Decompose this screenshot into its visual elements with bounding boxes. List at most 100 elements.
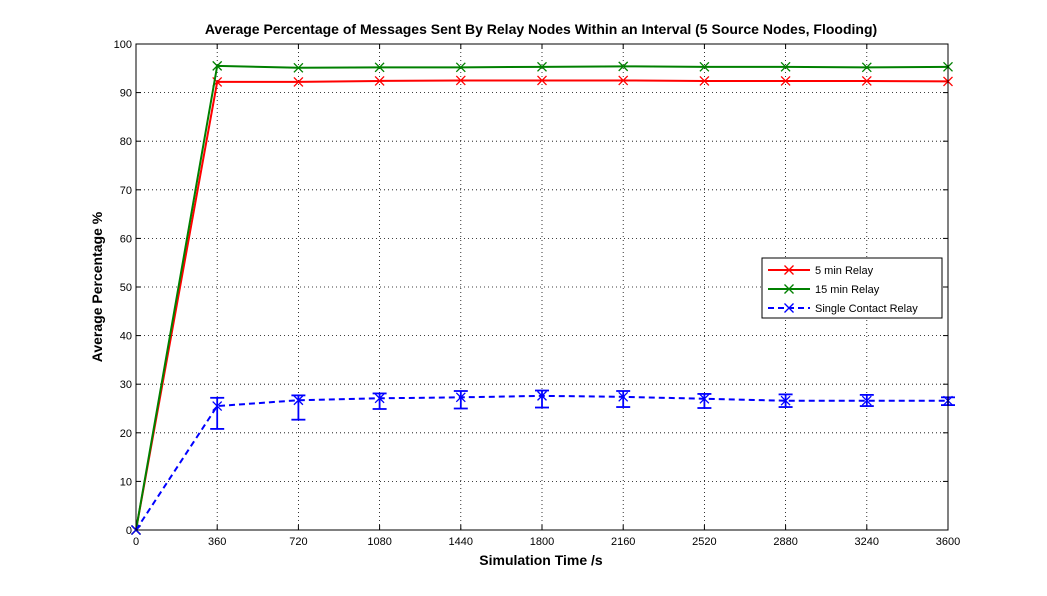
data-point — [780, 75, 791, 86]
x-tick-label: 2160 — [611, 536, 635, 548]
data-point — [455, 75, 466, 86]
data-point — [374, 393, 385, 404]
x-tick-label: 3600 — [936, 536, 960, 548]
legend: 5 min Relay 15 min Relay Single Contact Re… — [761, 257, 943, 319]
data-point — [699, 75, 710, 86]
legend-label: 5 min Relay — [815, 265, 874, 277]
y-tick-label: 50 — [120, 282, 132, 294]
marker-stroke — [618, 391, 629, 402]
legend-entry: 15 min Relay — [768, 284, 880, 296]
data-point — [537, 61, 547, 72]
error-bar — [697, 393, 712, 409]
series-layer — [131, 60, 955, 535]
marker-stroke — [293, 76, 304, 87]
marker-stroke — [537, 390, 547, 401]
legend-entry: 5 min Relay — [768, 265, 874, 277]
marker-stroke — [780, 75, 791, 86]
marker-stroke — [784, 303, 794, 313]
data-point — [618, 75, 629, 86]
x-tick-label: 2520 — [692, 536, 716, 548]
data-point — [374, 75, 385, 86]
x-tick-label: 1080 — [367, 536, 391, 548]
marker-stroke — [537, 61, 547, 72]
data-point — [293, 62, 304, 73]
data-point — [861, 395, 872, 406]
legend-entry: Single Contact Relay — [768, 303, 918, 315]
data-point — [699, 61, 710, 72]
marker-stroke — [537, 75, 547, 86]
marker-stroke — [212, 401, 223, 412]
marker-stroke — [374, 75, 385, 86]
data-point — [293, 76, 304, 87]
x-tick-label: 2880 — [773, 536, 797, 548]
data-point — [537, 75, 547, 86]
marker-stroke — [455, 75, 466, 86]
y-axis-label: Average Percentage % — [89, 211, 105, 362]
data-point — [455, 392, 466, 403]
x-tick-label: 0 — [133, 536, 139, 548]
marker-stroke — [861, 62, 872, 73]
marker-stroke — [293, 62, 304, 73]
data-point — [212, 60, 223, 71]
marker-stroke — [784, 284, 794, 294]
y-tick-label: 90 — [120, 88, 132, 100]
error-bar — [210, 396, 225, 430]
marker-stroke — [699, 75, 710, 86]
marker-stroke — [212, 60, 223, 71]
y-tick-label: 30 — [120, 379, 132, 391]
error-bar — [372, 392, 387, 410]
y-tick-label: 0 — [126, 525, 132, 537]
marker-stroke — [618, 61, 629, 72]
marker-stroke — [780, 61, 791, 72]
x-tick-label: 720 — [289, 536, 307, 548]
data-point — [618, 61, 629, 72]
marker-stroke — [374, 62, 385, 73]
data-point — [618, 391, 629, 402]
marker-stroke — [784, 265, 794, 275]
data-point — [780, 395, 791, 406]
y-tick-label: 70 — [120, 185, 132, 197]
legend-entries: 5 min Relay 15 min Relay Single Contact Re… — [768, 265, 918, 315]
y-tick-label: 10 — [120, 476, 132, 488]
y-tick-label: 40 — [120, 331, 132, 343]
tick-layer: 0 360 720 1080 1440 1800 2160 2520 2880 3240 36000… — [114, 39, 961, 548]
legend-label: Single Contact Relay — [815, 303, 918, 315]
marker-stroke — [293, 395, 304, 406]
data-point — [293, 395, 304, 406]
y-tick-label: 20 — [120, 428, 132, 440]
marker-stroke — [374, 393, 385, 404]
y-tick-label: 80 — [120, 136, 132, 148]
legend-marker — [784, 303, 794, 313]
marker-stroke — [618, 75, 629, 86]
data-point — [861, 75, 872, 86]
x-axis-label: Simulation Time /s — [479, 552, 603, 568]
marker-stroke — [455, 62, 466, 73]
data-point — [780, 61, 791, 72]
error-bar — [535, 389, 549, 409]
marker-stroke — [861, 395, 872, 406]
y-tick-label: 60 — [120, 233, 132, 245]
x-tick-label: 3240 — [855, 536, 879, 548]
x-tick-label: 360 — [208, 536, 226, 548]
data-point — [861, 62, 872, 73]
marker-stroke — [699, 61, 710, 72]
error-bar — [453, 390, 468, 410]
x-tick-label: 1440 — [449, 536, 473, 548]
legend-marker — [784, 265, 794, 275]
series-1 — [131, 60, 953, 535]
data-point — [212, 401, 223, 412]
error-bar — [616, 390, 631, 408]
marker-stroke — [699, 393, 710, 404]
marker-stroke — [780, 395, 791, 406]
data-point — [374, 62, 385, 73]
marker-stroke — [861, 75, 872, 86]
data-point — [455, 62, 466, 73]
legend-label: 15 min Relay — [815, 284, 880, 296]
data-point — [699, 393, 710, 404]
data-point — [537, 390, 547, 401]
y-tick-label: 100 — [114, 39, 132, 51]
x-tick-label: 1800 — [530, 536, 554, 548]
chart-title: Average Percentage of Messages Sent By R… — [205, 21, 877, 37]
legend-marker — [784, 284, 794, 294]
